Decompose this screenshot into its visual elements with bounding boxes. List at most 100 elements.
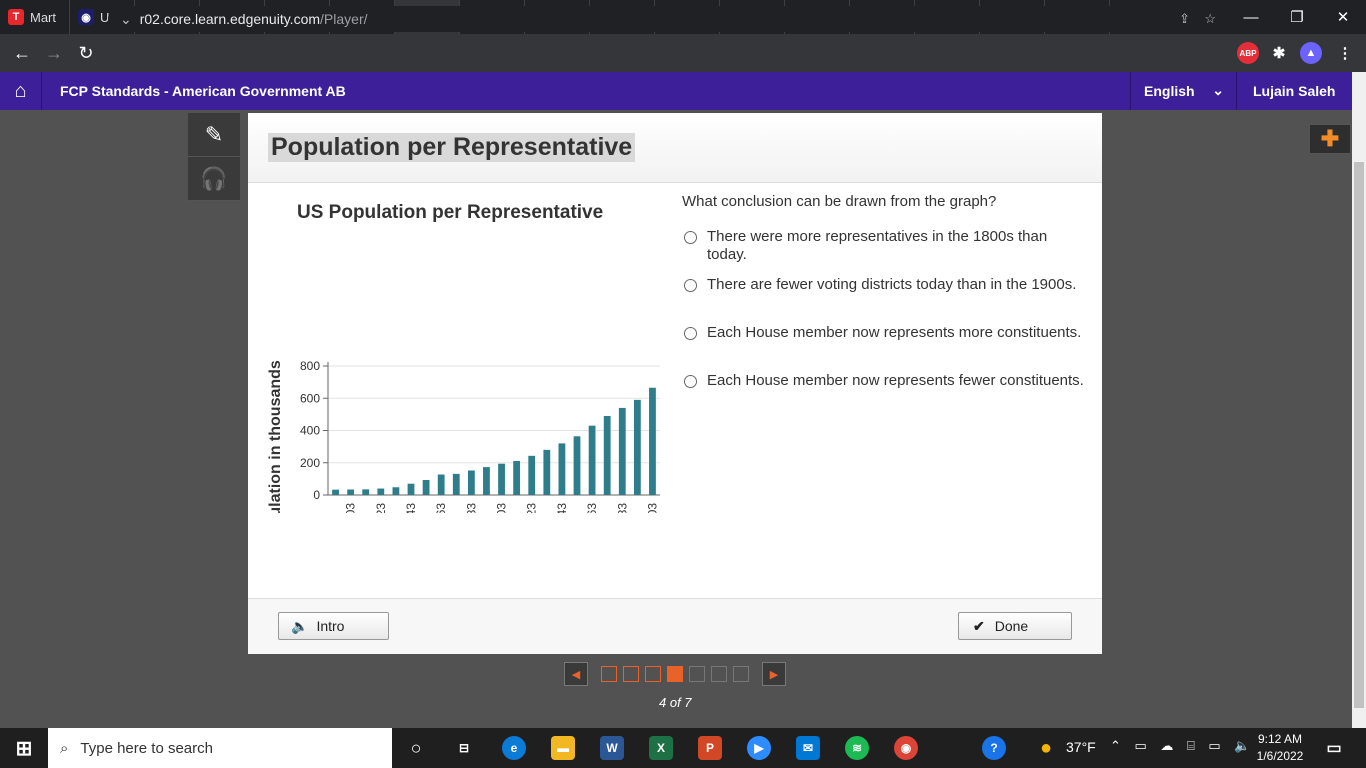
bar [633,399,641,495]
language-label: English [1144,83,1195,99]
mail-icon[interactable]: ✉ [796,736,820,760]
expand-plus-button[interactable]: ✚ [1309,124,1351,154]
cortana-icon[interactable]: ○ [410,737,422,758]
x-tick-label: 1823 [374,503,388,513]
site-info-icon[interactable]: ⌄ [120,11,132,27]
bar [332,489,339,495]
radio-button[interactable] [684,279,697,292]
search-icon: ⌕ [60,739,69,757]
restore-button[interactable]: ❐ [1290,9,1304,26]
done-button[interactable]: ✔ Done [958,612,1072,640]
tool-panel: ✎ 🎧 [188,113,240,201]
excel-icon[interactable]: X [649,736,673,760]
weather-temp[interactable]: 37°F [1066,739,1096,755]
y-tick-label: 600 [300,391,320,405]
x-tick-label: 1903 [495,503,509,513]
bookmark-star-icon[interactable]: ☆ [1204,11,1216,26]
speaker-icon: 🔈 [291,617,309,634]
word-icon[interactable]: W [600,736,624,760]
file-explorer-icon[interactable]: ▬ [551,736,575,760]
x-tick-label: 1883 [464,503,478,513]
extensions-puzzle-icon[interactable]: ✱ [1272,45,1286,62]
headphones-icon[interactable]: 🎧 [188,157,240,201]
search-placeholder: Type here to search [80,739,213,757]
bar [603,415,611,495]
page-square[interactable] [601,666,617,682]
bar [437,474,445,495]
checkmark-icon: ✔ [973,617,985,634]
y-tick-label: 800 [300,359,320,373]
share-icon[interactable]: ⇪ [1179,11,1190,26]
bar [407,483,415,495]
scrollbar-thumb[interactable] [1354,162,1364,708]
browser-menu-icon[interactable]: ⋮ [1337,45,1353,62]
x-tick-label: 1963 [585,503,599,513]
spotify-icon[interactable]: ≋ [845,736,869,760]
url-path: /Player/ [320,11,368,27]
radio-button[interactable] [684,375,697,388]
answer-option[interactable]: There were more representatives in the 1… [684,228,1087,264]
forward-icon[interactable]: → [45,42,63,63]
bar [588,425,596,495]
answer-option[interactable]: Each House member now represents more co… [684,324,1087,342]
weather-sun-icon[interactable]: ● [1039,736,1053,759]
taskbar-search[interactable]: ⌕ Type here to search [48,728,392,768]
system-tray-icons[interactable]: ⌃ ▭ ☁ ⌸ ▭ 🔈 [1110,738,1256,753]
page-square[interactable] [689,666,705,682]
back-icon[interactable]: ← [13,42,31,63]
activity-pager: ◀ ▶ [564,662,786,686]
radio-button[interactable] [684,327,697,340]
activity-card: Population per Representative US Populat… [248,113,1102,654]
answer-option[interactable]: Each House member now represents fewer c… [684,372,1087,390]
adblock-extension-icon[interactable]: ABP [1237,42,1259,64]
chevron-down-icon: ⌄ [1212,82,1224,98]
browser-tab[interactable]: T Mart [0,0,70,34]
page-counter: 4 of 7 [659,695,692,710]
powerpoint-icon[interactable]: P [698,736,722,760]
x-tick-label: 1943 [555,503,569,513]
radio-button[interactable] [684,231,697,244]
zoom-icon[interactable]: ▶ [747,736,771,760]
chrome-icon[interactable]: ◉ [894,736,918,760]
user-name[interactable]: Lujain Saleh [1236,72,1352,110]
tab-label: Mart [30,9,56,25]
answer-option[interactable]: There are fewer voting districts today t… [684,276,1087,294]
page-square[interactable] [667,666,683,682]
bar [573,436,581,495]
bar [483,467,490,495]
minimize-button[interactable]: — [1243,8,1259,26]
profile-avatar[interactable]: ▲ [1300,42,1322,64]
bar [467,470,475,495]
page-square[interactable] [733,666,749,682]
x-tick-label: 1803 [344,503,358,513]
windows-taskbar: ⊞ ⌕ Type here to search ○ ⊟ e ▬ W X P ▶ ✉… [0,728,1366,768]
clock-time: 9:12 AM [1257,732,1303,746]
notifications-icon[interactable]: ▭ [1326,740,1342,757]
clock[interactable]: 9:12 AM 1/6/2022 [1250,731,1310,765]
x-tick-label: 2003 [645,503,659,513]
url-field[interactable]: ⌄ r02.core.learn.edgenuity.com/Player/ ⇪ … [108,6,1226,32]
page-scrollbar[interactable] [1352,72,1366,728]
intro-button[interactable]: 🔈 Intro [278,612,389,640]
tab-favicon-icon: T [8,9,24,25]
clock-date: 1/6/2022 [1256,749,1304,763]
next-page-button[interactable]: ▶ [762,662,786,686]
reload-icon[interactable]: ↻ [78,42,94,63]
page-square[interactable] [711,666,727,682]
task-view-icon[interactable]: ⊟ [458,741,470,755]
prev-page-button[interactable]: ◀ [564,662,588,686]
bar [558,443,566,495]
close-window-button[interactable]: ✕ [1336,9,1350,26]
pencil-icon[interactable]: ✎ [188,113,240,157]
bar [452,473,460,495]
home-icon[interactable]: ⌂ [0,72,42,110]
help-icon[interactable]: ? [982,736,1006,760]
course-header: ⌂ FCP Standards - American Government AB… [0,72,1352,110]
edge-icon[interactable]: e [502,736,526,760]
windows-start-icon[interactable]: ⊞ [15,737,33,760]
page-square[interactable] [623,666,639,682]
bar [392,487,400,495]
language-select[interactable]: English ⌄ [1130,72,1236,110]
page-square[interactable] [645,666,661,682]
x-tick-label: 1863 [434,503,448,513]
